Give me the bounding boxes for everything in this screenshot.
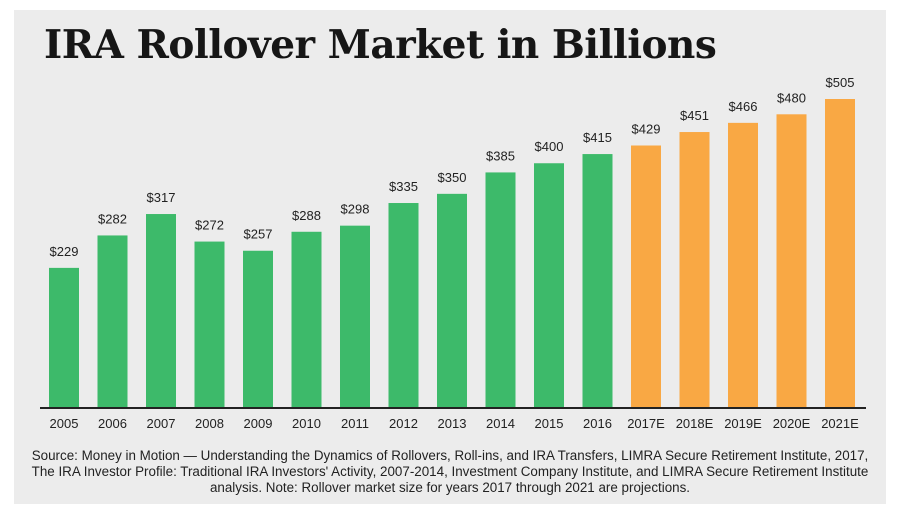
value-label-2006: $282 — [98, 211, 127, 226]
value-label-2005: $229 — [50, 244, 79, 259]
x-tick-labels-group: 2005 2006 2007 2008 2009 2010 2011 2012 2013 2014… — [50, 416, 860, 431]
value-label-2013: $350 — [438, 170, 467, 185]
bar-2007 — [146, 214, 176, 408]
x-tick-label-2017e: 2017E — [627, 416, 665, 431]
value-label-2018e: $451 — [680, 108, 709, 123]
value-label-2011: $298 — [341, 202, 370, 217]
x-tick-label-2010: 2010 — [292, 416, 321, 431]
x-tick-label-2019e: 2019E — [724, 416, 762, 431]
bar-2015 — [534, 163, 564, 408]
bar-2018e — [679, 132, 710, 409]
value-label-2015: $400 — [535, 139, 564, 154]
x-tick-label-2008: 2008 — [195, 416, 224, 431]
x-tick-label-2005: 2005 — [50, 416, 79, 431]
value-label-2008: $272 — [195, 218, 224, 233]
bar-2011 — [340, 225, 370, 408]
bar-2010 — [291, 231, 322, 408]
value-label-2012: $335 — [389, 179, 418, 194]
x-tick-label-2016: 2016 — [583, 416, 612, 431]
x-tick-label-2020e: 2020E — [773, 416, 811, 431]
x-tick-label-2006: 2006 — [98, 416, 127, 431]
bar-2012 — [388, 203, 419, 408]
bar-2005 — [49, 267, 79, 408]
chart-title: IRA Rollover Market in Billions — [44, 22, 717, 68]
bar-2006 — [97, 235, 128, 408]
value-label-2017e: $429 — [632, 122, 661, 137]
x-tick-label-2009: 2009 — [244, 416, 273, 431]
bar-2021e — [825, 99, 855, 408]
x-tick-label-2015: 2015 — [535, 416, 564, 431]
bar-2016 — [582, 154, 613, 408]
value-label-2009: $257 — [244, 227, 273, 242]
bar-2014 — [485, 172, 516, 408]
bar-2020e — [776, 114, 807, 408]
value-label-2021e: $505 — [826, 75, 855, 90]
value-label-2010: $288 — [292, 208, 321, 223]
value-label-2019e: $466 — [729, 99, 758, 114]
x-tick-label-2007: 2007 — [147, 416, 176, 431]
bar-2017e — [631, 145, 661, 408]
bars-group — [49, 99, 855, 409]
x-tick-label-2013: 2013 — [438, 416, 467, 431]
x-tick-label-2012: 2012 — [389, 416, 418, 431]
value-labels-group: $229 $282 $317 $272 $257 $288 $298 $335 $350 $385… — [50, 75, 855, 259]
bar-2013 — [437, 193, 467, 408]
x-tick-label-2011: 2011 — [341, 416, 369, 431]
value-label-2014: $385 — [486, 148, 515, 163]
source-note: Source: Money in Motion — Understanding … — [31, 448, 869, 495]
bar-2008 — [194, 241, 225, 408]
value-label-2007: $317 — [147, 190, 176, 205]
x-tick-label-2014: 2014 — [486, 416, 515, 431]
value-label-2016: $415 — [583, 130, 612, 145]
bar-2019e — [728, 122, 758, 408]
bar-2009 — [243, 250, 273, 408]
x-tick-label-2021e: 2021E — [821, 416, 859, 431]
value-label-2020e: $480 — [777, 90, 806, 105]
x-tick-label-2018e: 2018E — [676, 416, 714, 431]
